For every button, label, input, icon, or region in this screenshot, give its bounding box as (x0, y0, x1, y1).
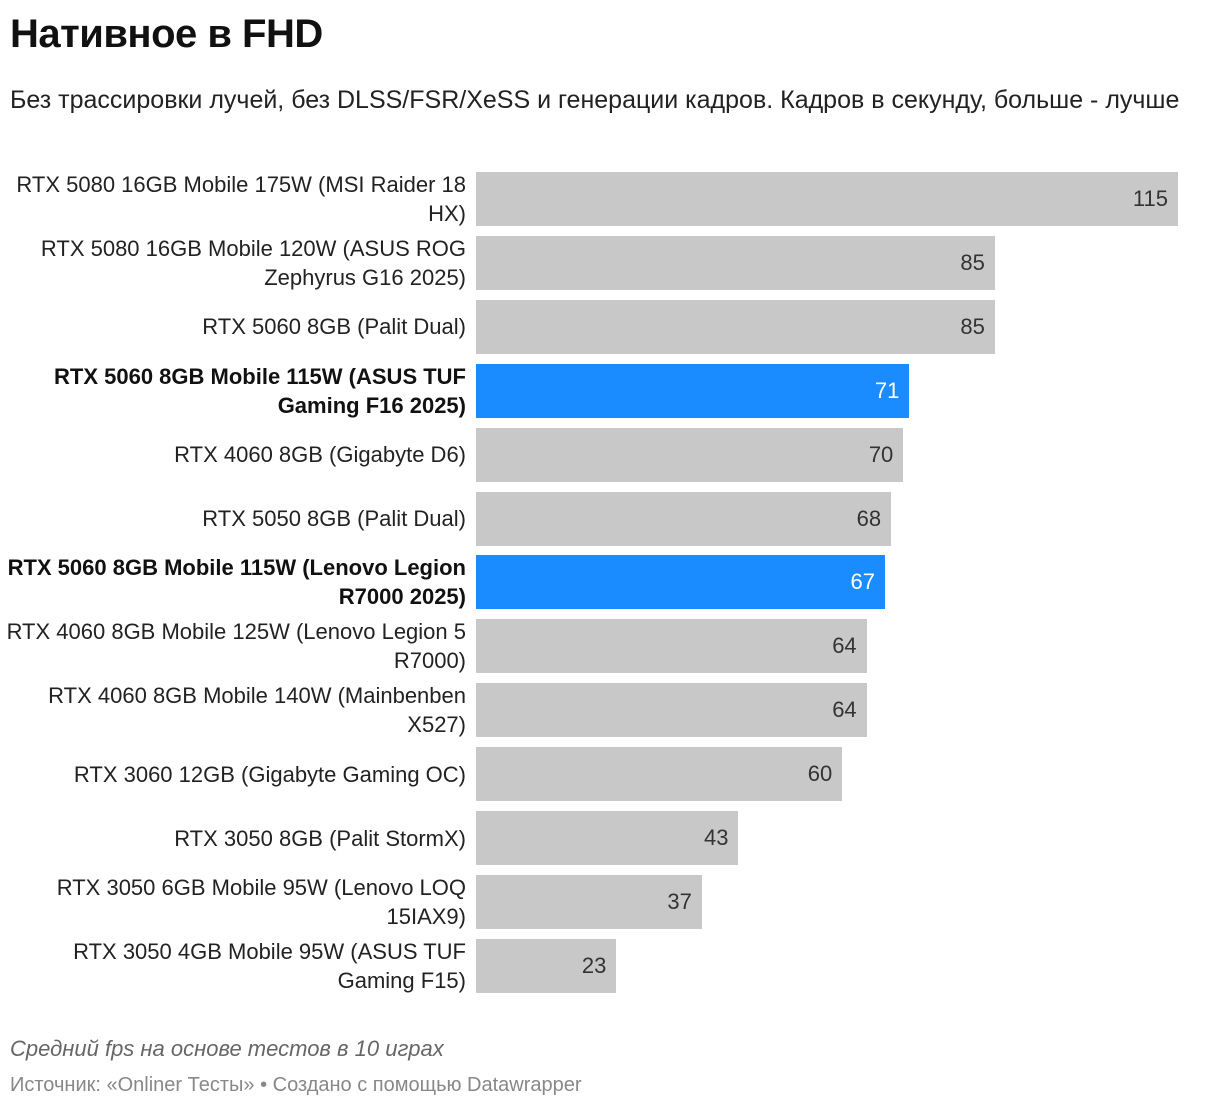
bar (476, 555, 885, 610)
chart-notes: Средний fps на основе тестов в 10 играх (10, 1036, 444, 1061)
bar (476, 874, 702, 929)
category-label: RTX 5060 8GB (Palit Dual) (202, 314, 466, 340)
chart-subtitle: Без трассировки лучей, без DLSS/FSR/XeSS… (10, 86, 1180, 114)
bar (476, 299, 995, 354)
bar (476, 427, 904, 482)
category-label: RTX 3050 6GB Mobile 95W (Lenovo LOQ 15IA… (56, 874, 466, 929)
bar-value-label: 43 (704, 825, 729, 850)
category-label: RTX 3050 4GB Mobile 95W (ASUS TUF Gaming… (73, 938, 466, 993)
category-label: RTX 5060 8GB Mobile 115W (Lenovo Legion … (7, 555, 466, 610)
bar-value-label: 68 (856, 505, 882, 531)
category-label: RTX 5080 16GB Mobile 175W (MSI Raider 18… (16, 172, 466, 226)
bar-value-label: 115 (1132, 186, 1168, 211)
bar-value-label: 64 (832, 697, 857, 723)
category-label: RTX 5080 16GB Mobile 120W (ASUS ROG Zeph… (40, 235, 466, 290)
category-label: RTX 3050 8GB (Palit StormX) (174, 825, 466, 851)
bar-value-label: 64 (832, 633, 857, 659)
category-label: RTX 5050 8GB (Palit Dual) (202, 506, 466, 531)
bar (476, 363, 910, 418)
chart-title: Нативное в FHD (10, 12, 323, 56)
category-label: RTX 3060 12GB (Gigabyte Gaming OC) (73, 761, 466, 787)
bar-value-label: 85 (960, 249, 985, 275)
bar (476, 235, 995, 290)
category-label: RTX 4060 8GB Mobile 125W (Lenovo Legion … (6, 619, 466, 674)
bar-value-label: 23 (581, 952, 607, 978)
bar-value-label: 85 (960, 313, 985, 339)
category-label: RTX 4060 8GB (Gigabyte D6) (174, 442, 466, 468)
bar (476, 172, 1178, 226)
bar (476, 683, 867, 738)
category-label: RTX 5060 8GB Mobile 115W (ASUS TUF Gamin… (54, 363, 466, 418)
chart-source: Источник: «Onliner Тесты» • Создано с по… (10, 1074, 582, 1096)
bar-value-label: 60 (807, 761, 833, 787)
bar (476, 491, 892, 546)
bar-value-label: 67 (850, 569, 875, 595)
category-label: RTX 4060 8GB Mobile 140W (Mainbenben X52… (48, 683, 466, 738)
bar-value-label: 71 (874, 377, 900, 403)
bar (476, 747, 843, 802)
bar (476, 811, 739, 865)
bar (476, 938, 617, 993)
bar-value-label: 70 (868, 441, 894, 467)
bar-value-label: 37 (667, 888, 692, 914)
bar (476, 619, 867, 674)
